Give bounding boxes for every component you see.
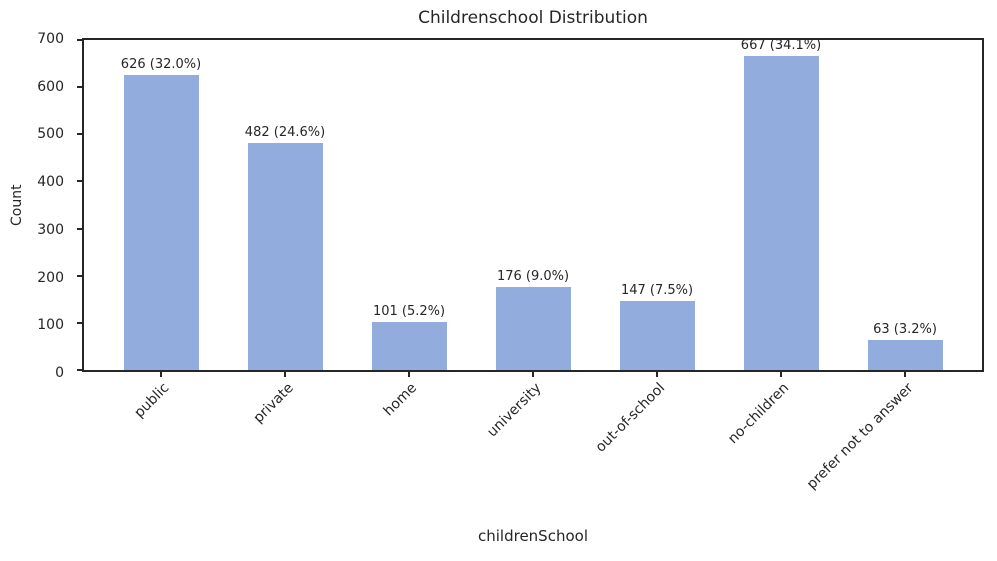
bar-slot: 101 (5.2%) home [347,40,471,419]
y-tick [77,180,82,183]
x-tick [904,372,906,377]
x-tick [408,372,410,377]
bar-slot: 176 (9.0%) university [471,40,595,440]
bar-value-label: 667 (34.1%) [740,37,822,53]
y-tick [77,321,82,324]
bar-value-label: 482 (24.6%) [244,124,326,140]
x-tick [284,372,286,377]
y-tick [77,133,82,136]
bar-out-of-school: 147 (7.5%) [619,283,695,370]
x-tick [532,372,534,377]
bar-slot: 147 (7.5%) out-of-school [593,40,719,456]
bar-public: 626 (32.0%) [121,57,201,370]
x-tick [780,372,782,377]
x-tick-label: public [131,380,173,422]
bar-prefer-not-to-answer: 63 (3.2%) [867,322,943,370]
chart-title: Childrenschool Distribution [418,8,648,28]
y-tick-label: 200 [37,269,64,286]
y-tick-label: 700 [37,31,64,47]
y-tick-label: 300 [37,221,64,238]
y-tick-label: 0 [55,365,64,381]
x-tick-label: private [249,380,297,427]
bar-home: 101 (5.2%) [371,304,447,370]
x-tick-label: prefer not to answer [803,380,917,493]
bar-value-label: 626 (32.0%) [120,56,202,72]
bar-value-label: 147 (7.5%) [620,282,694,298]
plot-area: 626 (32.0%) public 482 (24.6%) private 101 (… [77,38,984,493]
x-tick [656,372,658,377]
y-tick [77,227,82,230]
y-tick-label: 600 [37,78,64,95]
bars-container: 626 (32.0%) public 482 (24.6%) private 101 (… [84,38,982,493]
y-tick-label: 400 [37,174,64,191]
y-tick-label: 500 [37,126,64,143]
bar-value-label: 101 (5.2%) [372,304,446,320]
x-tick-label: university [484,380,545,441]
bar-value-label: 63 (3.2%) [873,322,937,338]
bar-private: 482 (24.6%) [245,125,325,370]
x-axis-label: childrenSchool [478,527,588,545]
y-tick-label: 100 [37,317,64,334]
x-tick-label: no-children [725,380,793,448]
y-tick [77,39,82,41]
bar-university: 176 (9.0%) [495,269,571,370]
y-tick-labels: 0 100 200 300 400 500 600 700 [0,31,70,381]
bar-slot: 482 (24.6%) private [223,40,347,427]
x-tick-label: out-of-school [592,380,669,456]
y-tick [77,369,82,371]
bar-slot: 626 (32.0%) public [99,40,223,421]
bar-no-children: 667 (34.1%) [741,38,821,370]
bar-value-label: 176 (9.0%) [496,269,570,285]
x-tick [160,372,162,377]
bar-slot: 667 (34.1%) no-children [719,38,843,448]
y-tick [77,86,82,89]
x-tick-label: home [380,380,421,420]
bar-slot: 63 (3.2%) prefer not to answer [804,40,967,493]
y-tick [77,274,82,277]
